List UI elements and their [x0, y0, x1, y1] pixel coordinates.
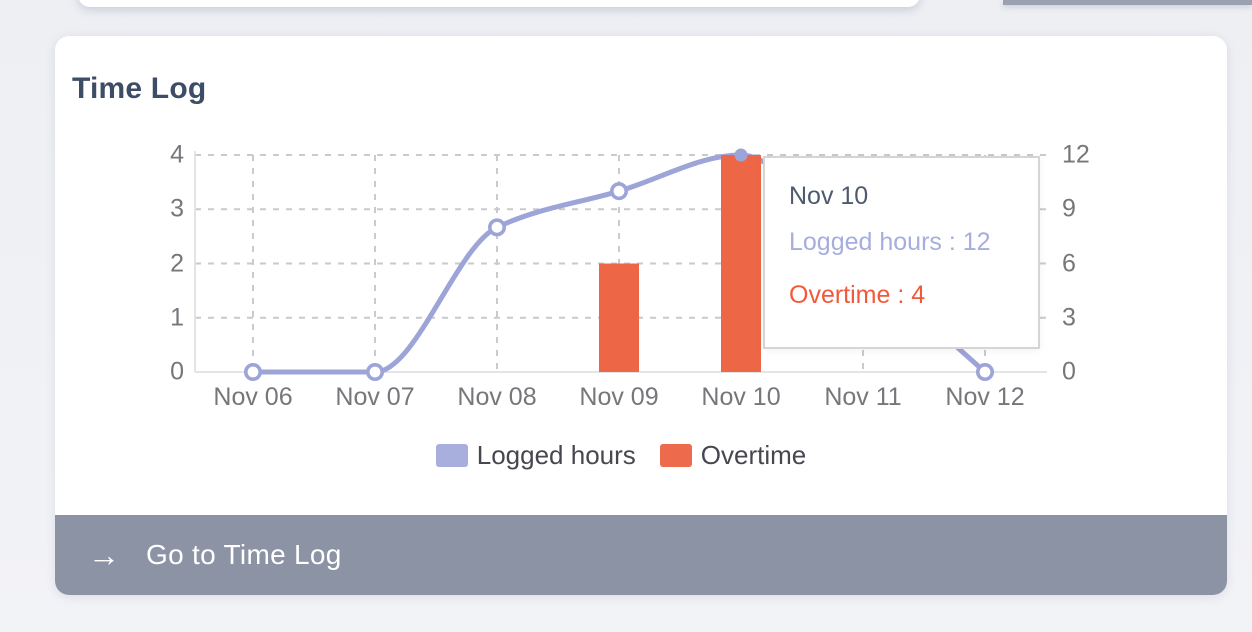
logged-hours-swatch-icon [435, 443, 468, 467]
adjacent-card-footer-edge [1003, 0, 1252, 5]
chart-tooltip: Nov 10 Logged hours : 12 Overtime : 4 [763, 156, 1040, 349]
adjacent-card-bottom-edge [78, 0, 920, 7]
legend-item-logged-hours[interactable]: Logged hours [435, 439, 636, 471]
data-point-marker[interactable] [975, 362, 994, 381]
legend-item-overtime[interactable]: Overtime [659, 439, 807, 471]
tooltip-row-overtime: Overtime : 4 [789, 281, 926, 309]
legend-label-logged-hours: Logged hours [476, 439, 636, 470]
overtime-bar[interactable] [721, 155, 761, 372]
data-point-marker[interactable] [487, 218, 506, 237]
legend-label-overtime: Overtime [700, 439, 807, 470]
card-title: Time Log [72, 72, 207, 105]
chart-legend: Logged hours Overtime [195, 438, 1047, 472]
tooltip-row-logged-hours: Logged hours : 12 [789, 228, 991, 256]
overtime-bar[interactable] [599, 263, 639, 373]
data-point-marker[interactable] [365, 362, 384, 381]
data-point-marker-active[interactable] [734, 148, 748, 162]
data-point-marker[interactable] [244, 362, 263, 381]
tooltip-title: Nov 10 [789, 182, 869, 210]
arrow-right-icon: → [88, 537, 120, 573]
data-point-marker[interactable] [609, 182, 628, 201]
overtime-swatch-icon [659, 443, 692, 467]
go-to-time-log-label: Go to Time Log [146, 539, 342, 570]
go-to-time-log-button[interactable]: → Go to Time Log [55, 515, 1227, 595]
